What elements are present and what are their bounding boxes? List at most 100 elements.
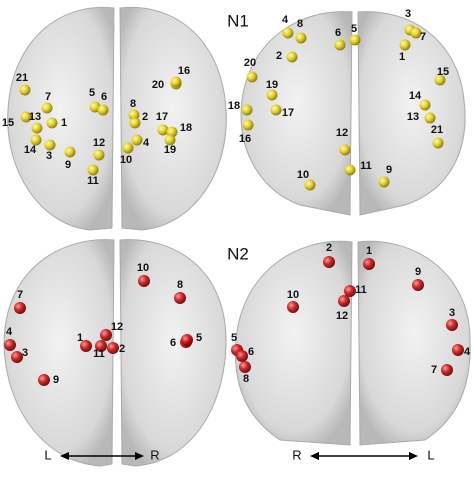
node-label: 16 <box>178 65 190 77</box>
node-sphere <box>236 350 248 362</box>
node-label: 10 <box>287 289 299 301</box>
node-sphere <box>30 134 42 146</box>
node-label: 4 <box>143 137 150 149</box>
node-sphere <box>46 117 58 129</box>
node-label: 4 <box>464 346 471 358</box>
orientation-left: L <box>44 447 51 462</box>
node-sphere <box>344 164 356 176</box>
node-sphere <box>452 344 464 356</box>
node-label: 9 <box>53 374 59 386</box>
panel-label: N2 <box>227 244 249 263</box>
node-sphere <box>424 112 436 124</box>
node-sphere <box>129 117 141 129</box>
node-label: 11 <box>360 160 372 172</box>
node-label: 12 <box>336 310 348 322</box>
node-sphere <box>19 84 31 96</box>
node-sphere <box>344 285 356 297</box>
node-label: 3 <box>449 307 455 319</box>
node-sphere <box>41 102 53 114</box>
node-sphere <box>100 329 112 341</box>
node-sphere <box>138 275 150 287</box>
node-label: 5 <box>89 87 95 99</box>
node-label: 10 <box>297 169 309 181</box>
node-sphere <box>128 109 140 121</box>
node-label: 17 <box>282 107 294 119</box>
node-sphere <box>334 39 346 51</box>
node-label: 12 <box>111 321 123 333</box>
orientation-right: R <box>150 447 159 462</box>
node-label: 15 <box>2 117 14 129</box>
node-label: 4 <box>282 14 289 26</box>
node-sphere <box>44 139 56 151</box>
node-sphere <box>434 74 446 86</box>
node-label: 2 <box>276 50 282 62</box>
node-label: 11 <box>87 175 99 187</box>
node-sphere <box>122 142 134 154</box>
node-sphere <box>287 301 299 313</box>
node-sphere <box>266 89 278 101</box>
node-label: 9 <box>386 164 392 176</box>
node-label: 1 <box>399 51 405 63</box>
node-sphere <box>80 340 92 352</box>
node-sphere <box>14 302 26 314</box>
brains <box>3 6 471 467</box>
node-sphere <box>131 134 143 146</box>
node-label: 9 <box>65 159 71 171</box>
node-sphere <box>11 351 23 363</box>
node-label: 9 <box>415 266 421 278</box>
node-label: 2 <box>119 343 125 355</box>
node-sphere <box>97 104 109 116</box>
node-label: 14 <box>24 144 37 156</box>
node-sphere <box>339 144 351 156</box>
node-sphere <box>93 149 105 161</box>
node-sphere <box>378 176 390 188</box>
node-label: 15 <box>437 66 449 78</box>
node-sphere <box>441 364 453 376</box>
node-label: 21 <box>431 124 443 136</box>
node-label: 6 <box>335 27 341 39</box>
node-label: 12 <box>93 137 105 149</box>
node-sphere <box>410 27 422 39</box>
node-sphere <box>246 71 258 83</box>
arrows <box>60 452 418 460</box>
node-sphere <box>363 258 375 270</box>
node-label: 5 <box>231 332 237 344</box>
node-sphere <box>399 39 411 51</box>
node-label: 11 <box>355 284 367 296</box>
node-label: 18 <box>228 100 240 112</box>
node-sphere <box>242 119 254 131</box>
node-label: 18 <box>180 122 192 134</box>
node-label: 19 <box>266 79 278 91</box>
node-sphere <box>20 111 32 123</box>
node-sphere <box>4 339 16 351</box>
node-label: 8 <box>243 373 249 385</box>
node-label: 2 <box>326 242 332 254</box>
node-label: 3 <box>22 347 28 359</box>
node-label: 14 <box>409 90 422 102</box>
node-sphere <box>174 292 186 304</box>
node-label: 7 <box>420 31 426 43</box>
node-label: 7 <box>431 364 437 376</box>
node-label: 5 <box>351 23 357 35</box>
node-label: 3 <box>46 150 52 162</box>
node-label: 8 <box>177 279 183 291</box>
node-sphere <box>349 34 361 46</box>
orientation-right: L <box>427 447 434 462</box>
node-sphere <box>338 295 350 307</box>
node-sphere <box>304 179 316 191</box>
node-label: 5 <box>196 332 202 344</box>
node-label: 4 <box>6 326 13 338</box>
orientation-left: R <box>292 447 301 462</box>
node-label: 6 <box>101 91 107 103</box>
node-label: 10 <box>120 154 132 166</box>
node-sphere <box>87 164 99 176</box>
node-sphere <box>295 32 307 44</box>
node-sphere <box>38 374 50 386</box>
node-label: 1 <box>77 332 83 344</box>
node-sphere <box>107 342 119 354</box>
node-sphere <box>286 51 298 63</box>
node-sphere <box>241 104 253 116</box>
node-label: 11 <box>93 348 105 360</box>
panel-label: N1 <box>227 11 249 30</box>
